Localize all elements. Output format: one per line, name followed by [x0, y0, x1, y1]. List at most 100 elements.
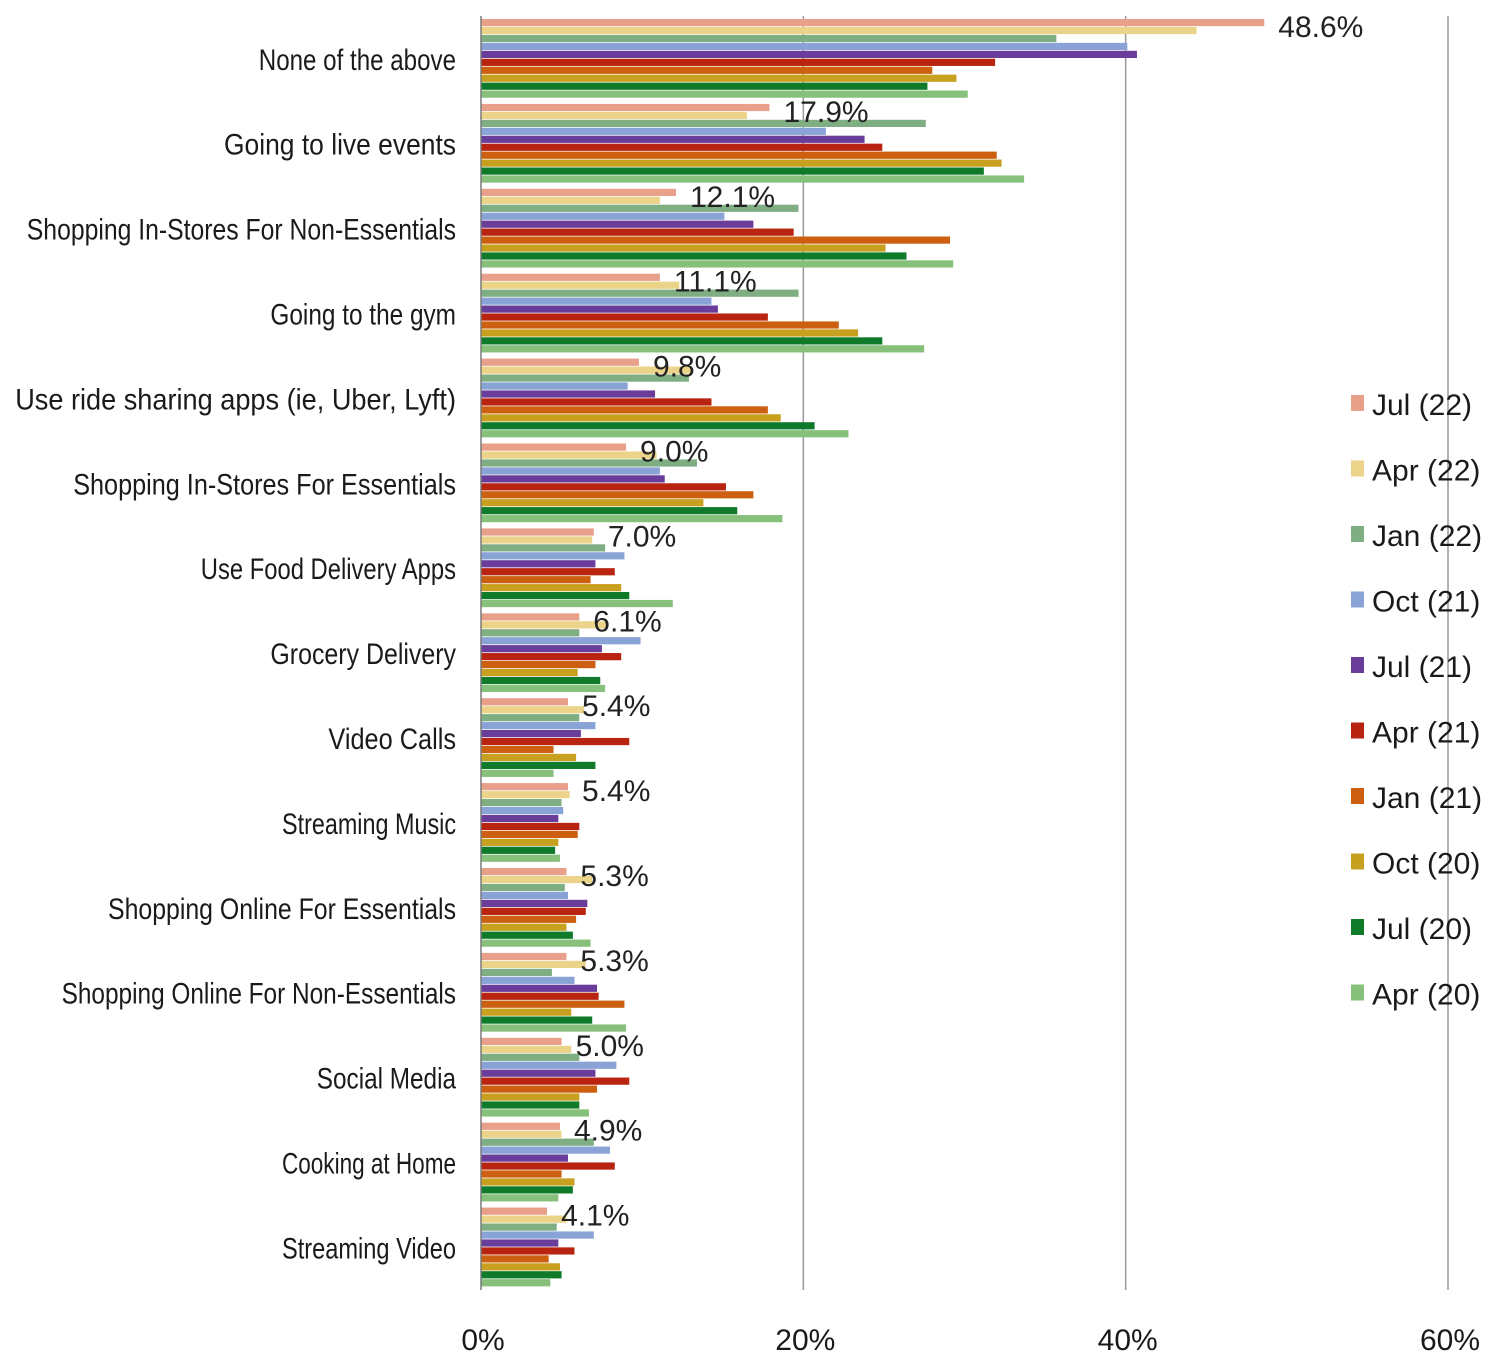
legend-label: Jul (21): [1372, 651, 1472, 684]
bar-5-7: [481, 499, 704, 507]
data-label: 4.9%: [574, 1115, 642, 1148]
bar-2-9: [481, 260, 954, 268]
bar-9-1: [481, 791, 570, 799]
bar-13-9: [481, 1194, 559, 1202]
legend-item: Apr (20): [1351, 979, 1480, 1012]
bar-7-7: [481, 668, 578, 677]
bar-3-7: [481, 329, 859, 337]
data-label: 5.3%: [580, 860, 648, 893]
bar-12-9: [481, 1109, 589, 1117]
data-label: 12.1%: [690, 181, 775, 214]
legend-swatch: [1351, 919, 1364, 935]
bar-11-1: [481, 960, 586, 969]
bar-10-1: [481, 875, 593, 884]
bar-2-7: [481, 244, 886, 252]
bar-9-0: [481, 783, 569, 791]
category-label: None of the above: [259, 44, 456, 77]
bar-11-0: [481, 952, 567, 961]
data-label: 5.0%: [576, 1030, 644, 1063]
legend-swatch: [1351, 395, 1364, 411]
bar-10-5: [481, 907, 586, 915]
data-label: 11.1%: [674, 266, 757, 299]
data-label: 5.3%: [580, 945, 648, 978]
bar-1-0: [481, 103, 770, 112]
category-labels: None of the above Going to live events Sho…: [15, 44, 456, 1266]
legend-item: Jul (20): [1351, 913, 1472, 946]
bar-7-0: [481, 613, 580, 621]
category-label: Going to live events: [224, 129, 456, 162]
legend-item: Apr (22): [1351, 455, 1480, 488]
x-tick-label: 20%: [775, 1324, 835, 1357]
category-label: Video Calls: [328, 723, 456, 756]
bar-11-6: [481, 1000, 625, 1008]
bar-8-2: [481, 714, 580, 722]
bar-9-6: [481, 830, 578, 838]
bar-0-8: [481, 82, 928, 90]
bar-6-5: [481, 568, 615, 576]
bar-12-1: [481, 1045, 572, 1053]
bar-6-7: [481, 584, 622, 592]
bar-4-7: [481, 414, 781, 422]
bar-0-6: [481, 66, 933, 74]
bar-12-8: [481, 1101, 580, 1109]
bar-7-2: [481, 629, 580, 637]
bar-8-4: [481, 730, 581, 738]
bar-4-6: [481, 406, 768, 414]
bar-13-8: [481, 1186, 573, 1194]
x-tick-label: 60%: [1420, 1324, 1480, 1357]
legend-swatch: [1351, 460, 1364, 477]
bar-2-0: [481, 188, 677, 196]
bar-6-0: [481, 528, 594, 536]
bar-2-2: [481, 204, 799, 212]
bar-13-3: [481, 1146, 610, 1154]
bar-6-4: [481, 560, 596, 568]
bar-8-3: [481, 722, 596, 730]
bar-3-9: [481, 345, 925, 353]
bar-10-3: [481, 891, 569, 900]
bar-11-7: [481, 1008, 572, 1016]
category-label: Shopping In-Stores For Essentials: [73, 468, 456, 501]
bar-11-2: [481, 968, 552, 976]
bar-1-4: [481, 135, 865, 143]
bar-5-9: [481, 515, 783, 523]
data-label: 9.0%: [640, 436, 708, 469]
bar-5-8: [481, 507, 738, 515]
bar-2-3: [481, 212, 725, 220]
legend-swatch: [1351, 722, 1364, 739]
legend-swatch: [1351, 853, 1364, 870]
category-label: Shopping In-Stores For Non-Essentials: [27, 214, 456, 247]
legend-label: Jul (22): [1372, 389, 1472, 422]
bar-9-2: [481, 799, 562, 807]
bar-8-7: [481, 753, 577, 762]
data-labels: 48.6% 17.9% 12.1% 11.1% 9.8% 9.0% 7.0% 6.1% 5.4%…: [561, 11, 1363, 1233]
bar-6-6: [481, 576, 591, 584]
data-label: 5.4%: [582, 690, 650, 723]
bar-1-1: [481, 111, 747, 120]
category-label: Use Food Delivery Apps: [201, 553, 456, 586]
bar-11-9: [481, 1024, 627, 1032]
legend-label: Jan (21): [1372, 782, 1482, 815]
bar-0-9: [481, 90, 968, 98]
bar-0-4: [481, 50, 1137, 58]
bar-9-9: [481, 854, 560, 862]
bar-7-9: [481, 684, 606, 693]
bar-4-5: [481, 398, 712, 406]
bar-12-3: [481, 1061, 617, 1069]
bar-10-9: [481, 939, 591, 947]
bar-14-7: [481, 1263, 560, 1271]
bar-2-8: [481, 252, 907, 260]
bar-9-3: [481, 806, 564, 815]
bar-8-1: [481, 706, 585, 714]
bar-7-3: [481, 637, 641, 645]
bar-4-1: [481, 366, 691, 374]
legend-label: Jan (22): [1372, 520, 1482, 553]
bar-12-0: [481, 1037, 562, 1045]
bar-4-8: [481, 422, 815, 430]
legend-label: Apr (21): [1372, 717, 1480, 750]
legend-swatch: [1351, 788, 1364, 804]
bar-6-8: [481, 592, 630, 600]
legend: Jul (22) Apr (22) Jan (22) Oct (21) Jul (21)…: [1351, 389, 1482, 1012]
bar-1-5: [481, 143, 883, 151]
bar-5-1: [481, 451, 657, 459]
